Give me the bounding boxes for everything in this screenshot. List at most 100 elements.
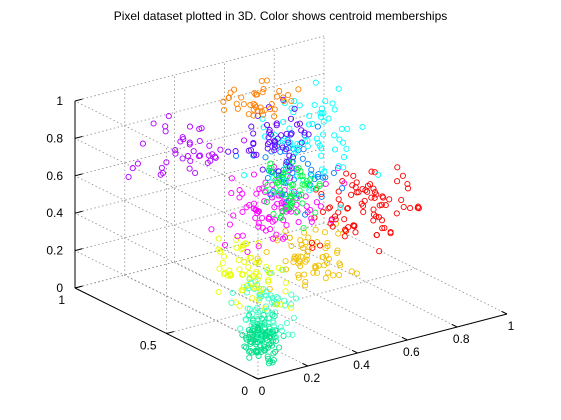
data-point	[335, 188, 342, 195]
data-point	[293, 209, 300, 216]
data-point	[294, 166, 301, 174]
data-point	[256, 333, 263, 340]
data-point	[414, 204, 421, 211]
data-point	[273, 294, 280, 301]
data-point	[368, 168, 375, 175]
data-point	[251, 326, 258, 333]
data-point	[250, 171, 258, 178]
data-point	[258, 320, 265, 327]
data-point	[270, 189, 278, 196]
data-point	[299, 173, 306, 180]
data-point	[187, 157, 194, 165]
data-point	[245, 327, 252, 334]
data-point	[331, 106, 338, 113]
data-point	[317, 203, 324, 210]
data-point	[276, 88, 283, 95]
data-point	[373, 232, 380, 239]
data-point	[269, 235, 276, 242]
data-point	[267, 226, 274, 233]
data-point	[261, 107, 268, 114]
data-point	[271, 106, 278, 113]
data-point	[379, 225, 386, 232]
z-tick-mark	[74, 98, 83, 102]
data-point	[227, 89, 234, 96]
data-point	[290, 314, 297, 321]
data-point	[267, 292, 274, 299]
data-point	[288, 105, 295, 112]
data-point	[284, 172, 291, 180]
data-point	[344, 125, 351, 132]
data-point	[294, 195, 301, 202]
data-point	[285, 331, 292, 338]
gridline	[74, 35, 325, 102]
data-point	[315, 171, 322, 178]
data-point	[244, 248, 251, 255]
data-point	[246, 202, 253, 209]
data-point	[177, 138, 184, 145]
data-point	[263, 121, 271, 129]
data-point	[241, 258, 248, 265]
y-tick-mark	[257, 376, 266, 380]
data-point	[350, 222, 357, 229]
data-point	[247, 347, 254, 355]
data-point	[286, 152, 293, 159]
data-point	[186, 165, 193, 172]
data-point	[233, 236, 240, 243]
data-point	[324, 239, 331, 246]
x-tick-mark	[451, 323, 458, 328]
data-point	[371, 189, 379, 196]
data-point	[255, 223, 262, 230]
data-point	[271, 348, 279, 355]
data-point	[272, 235, 279, 242]
data-point	[335, 272, 343, 279]
data-point	[278, 132, 285, 139]
data-point	[261, 133, 268, 140]
data-point	[257, 307, 264, 314]
data-point	[268, 333, 275, 340]
data-point	[320, 118, 327, 125]
data-point	[309, 244, 316, 251]
data-point	[287, 115, 295, 122]
data-point	[204, 159, 211, 166]
data-point	[331, 146, 339, 153]
data-point	[314, 239, 321, 246]
data-point	[232, 148, 239, 155]
data-point	[270, 350, 277, 357]
data-point	[301, 229, 308, 236]
x-tick-label: 1	[508, 319, 515, 333]
gridline	[74, 147, 325, 214]
data-point	[249, 310, 256, 317]
data-point	[259, 214, 266, 222]
data-point	[394, 164, 401, 171]
data-point	[275, 295, 282, 302]
z-tick-mark	[74, 135, 83, 139]
y-tick-label: 0.5	[140, 339, 157, 353]
x-tick-mark	[252, 375, 259, 380]
data-point	[139, 140, 146, 147]
data-point	[337, 201, 344, 208]
data-point	[301, 271, 308, 278]
data-point	[297, 173, 304, 180]
data-point	[301, 137, 309, 145]
data-point	[265, 276, 272, 284]
data-point	[308, 215, 315, 222]
data-point	[259, 115, 266, 122]
data-point	[186, 141, 193, 148]
data-point	[229, 289, 236, 296]
data-point	[299, 200, 306, 207]
data-point	[376, 248, 383, 255]
data-point	[275, 168, 282, 175]
data-point	[250, 316, 257, 323]
data-point	[339, 139, 347, 146]
data-point	[239, 190, 246, 197]
data-point	[241, 137, 248, 144]
data-point	[328, 217, 335, 224]
data-point	[278, 199, 285, 206]
data-point	[312, 79, 319, 86]
data-point	[264, 344, 271, 351]
data-point	[240, 101, 247, 108]
data-point	[288, 304, 295, 311]
data-point	[394, 178, 401, 185]
data-point	[278, 327, 286, 334]
data-point	[291, 255, 298, 262]
